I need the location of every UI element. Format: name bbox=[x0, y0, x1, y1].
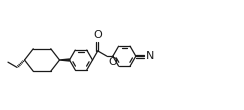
Polygon shape bbox=[60, 59, 70, 61]
Text: O: O bbox=[108, 57, 117, 67]
Text: O: O bbox=[93, 30, 102, 40]
Text: N: N bbox=[145, 51, 154, 61]
